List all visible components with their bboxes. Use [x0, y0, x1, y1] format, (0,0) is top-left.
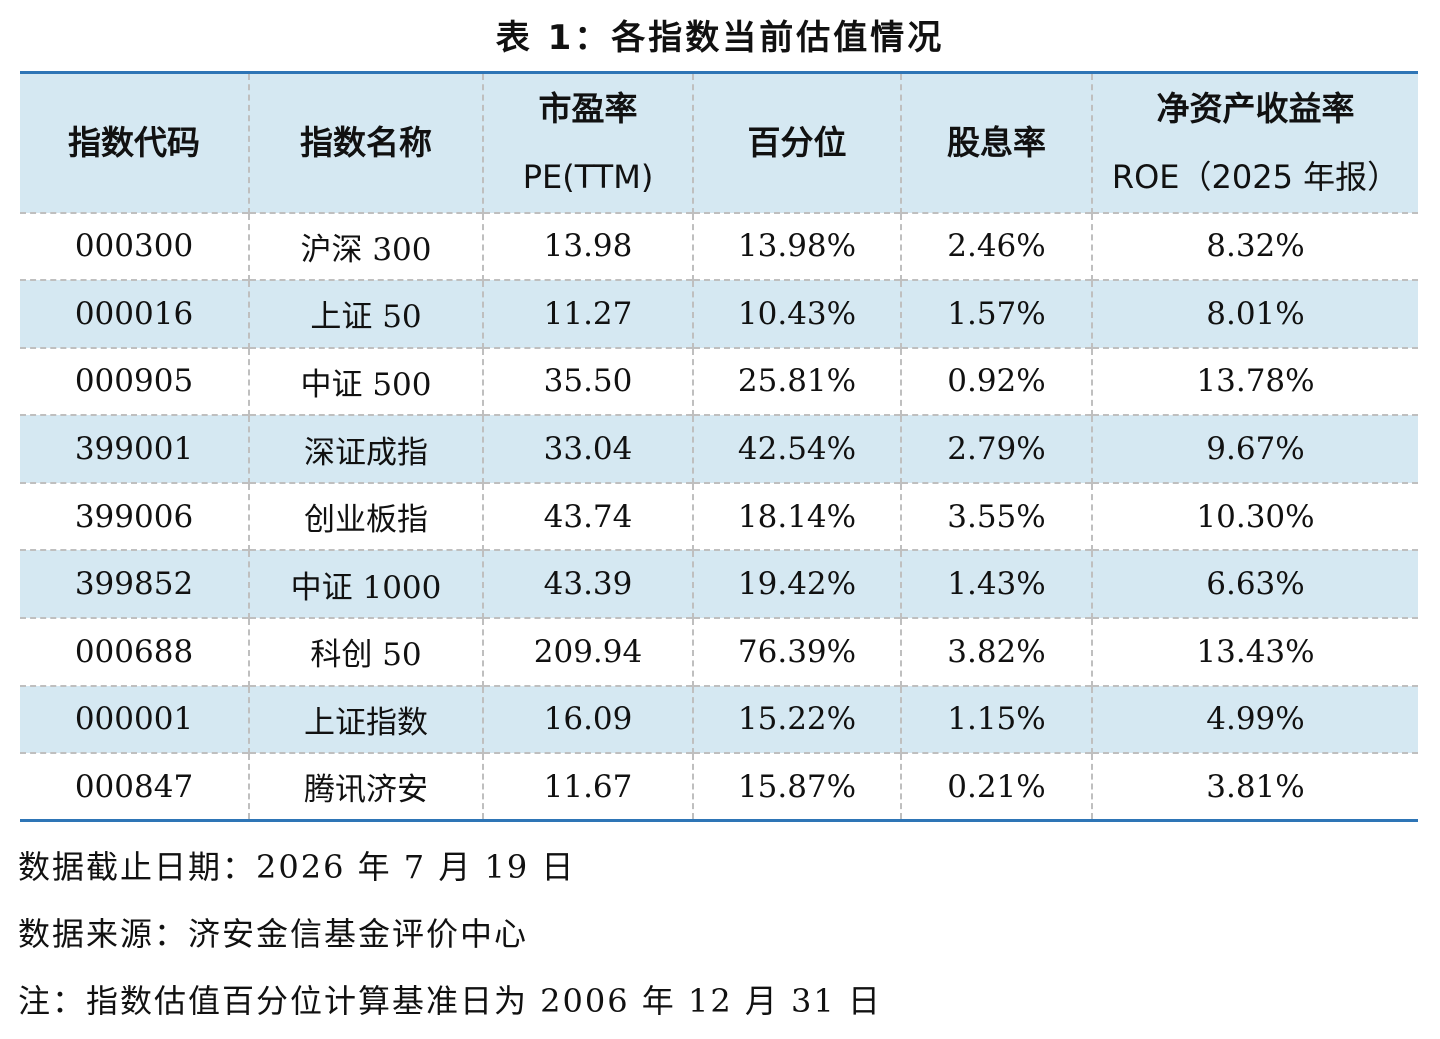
cell-index-code: 000847 [20, 752, 250, 821]
cell-pe: 11.27 [482, 279, 694, 348]
cell-index-code: 000688 [20, 617, 250, 686]
cell-percentile: 18.14% [692, 481, 902, 551]
header-row: 指数代码 指数名称 市盈率 PE(TTM) 百分位 股息率 净资产收益率 ROE（2… [20, 72, 1418, 213]
note-data-date: 数据截止日期：2026 年 7 月 19 日 [18, 848, 576, 886]
header-dividend-yield: 股息率 [900, 72, 1093, 213]
cell-pe: 33.04 [482, 414, 694, 483]
cell-index-name: 深证成指 [248, 414, 484, 483]
cell-dividend-yield: 1.15% [900, 684, 1093, 754]
cell-index-code: 000016 [20, 279, 250, 348]
cell-roe: 6.63% [1091, 549, 1418, 619]
cell-percentile: 15.22% [692, 684, 902, 754]
note-remark: 注：指数估值百分位计算基准日为 2006 年 12 月 31 日 [18, 982, 882, 1020]
footnotes: 数据截止日期：2026 年 7 月 19 日 数据来源：济安金信基金评价中心 注… [18, 838, 882, 1039]
cell-percentile: 15.87% [692, 752, 902, 821]
cell-index-code: 399852 [20, 549, 250, 619]
table-row: 000847 腾讯济安 11.67 15.87% 0.21% 3.81% [20, 752, 1418, 821]
cell-roe: 9.67% [1091, 414, 1418, 483]
table-row: 000016 上证 50 11.27 10.43% 1.57% 8.01% [20, 279, 1418, 348]
cell-roe: 10.30% [1091, 481, 1418, 551]
cell-index-name: 上证 50 [248, 279, 484, 348]
cell-pe: 11.67 [482, 752, 694, 821]
note-data-source: 数据来源：济安金信基金评价中心 [18, 915, 529, 953]
cell-percentile: 10.43% [692, 279, 902, 348]
cell-dividend-yield: 1.43% [900, 549, 1093, 619]
cell-index-name: 创业板指 [248, 481, 484, 551]
cell-pe: 13.98 [482, 211, 694, 281]
cell-roe: 13.43% [1091, 617, 1418, 686]
cell-dividend-yield: 0.92% [900, 346, 1093, 416]
cell-index-code: 399001 [20, 414, 250, 483]
table-row: 000905 中证 500 35.50 25.81% 0.92% 13.78% [20, 346, 1418, 416]
table-row: 399852 中证 1000 43.39 19.42% 1.43% 6.63% [20, 549, 1418, 619]
cell-pe: 43.74 [482, 481, 694, 551]
cell-percentile: 19.42% [692, 549, 902, 619]
table-row: 000001 上证指数 16.09 15.22% 1.15% 4.99% [20, 684, 1418, 754]
cell-pe: 35.50 [482, 346, 694, 416]
table-row: 399001 深证成指 33.04 42.54% 2.79% 9.67% [20, 414, 1418, 483]
cell-roe: 13.78% [1091, 346, 1418, 416]
cell-index-code: 000905 [20, 346, 250, 416]
cell-index-name: 中证 500 [248, 346, 484, 416]
cell-index-name: 腾讯济安 [248, 752, 484, 821]
table-caption: 表 1：各指数当前估值情况 [495, 18, 945, 58]
cell-percentile: 25.81% [692, 346, 902, 416]
header-percentile: 百分位 [692, 72, 902, 213]
cell-roe: 8.32% [1091, 211, 1418, 281]
header-pe: 市盈率 PE(TTM) [482, 72, 694, 213]
header-roe: 净资产收益率 ROE（2025 年报） [1091, 72, 1418, 213]
valuation-table: 指数代码 指数名称 市盈率 PE(TTM) 百分位 股息率 净资产收益率 ROE（2… [20, 71, 1418, 823]
cell-dividend-yield: 3.55% [900, 481, 1093, 551]
cell-index-name: 科创 50 [248, 617, 484, 686]
table-row: 000300 沪深 300 13.98 13.98% 2.46% 8.32% [20, 211, 1418, 281]
table-row: 000688 科创 50 209.94 76.39% 3.82% 13.43% [20, 617, 1418, 686]
cell-dividend-yield: 2.46% [900, 211, 1093, 281]
cell-index-name: 沪深 300 [248, 211, 484, 281]
cell-dividend-yield: 2.79% [900, 414, 1093, 483]
cell-percentile: 76.39% [692, 617, 902, 686]
cell-roe: 4.99% [1091, 684, 1418, 754]
cell-percentile: 42.54% [692, 414, 902, 483]
table-row: 399006 创业板指 43.74 18.14% 3.55% 10.30% [20, 481, 1418, 551]
header-index-name: 指数名称 [248, 72, 484, 213]
cell-index-name: 中证 1000 [248, 549, 484, 619]
cell-pe: 16.09 [482, 684, 694, 754]
cell-dividend-yield: 1.57% [900, 279, 1093, 348]
cell-index-code: 000001 [20, 684, 250, 754]
cell-dividend-yield: 0.21% [900, 752, 1093, 821]
cell-dividend-yield: 3.82% [900, 617, 1093, 686]
cell-pe: 209.94 [482, 617, 694, 686]
cell-index-code: 399006 [20, 481, 250, 551]
cell-roe: 8.01% [1091, 279, 1418, 348]
cell-roe: 3.81% [1091, 752, 1418, 821]
cell-index-name: 上证指数 [248, 684, 484, 754]
cell-percentile: 13.98% [692, 211, 902, 281]
cell-index-code: 000300 [20, 211, 250, 281]
header-index-code: 指数代码 [20, 72, 250, 213]
cell-pe: 43.39 [482, 549, 694, 619]
